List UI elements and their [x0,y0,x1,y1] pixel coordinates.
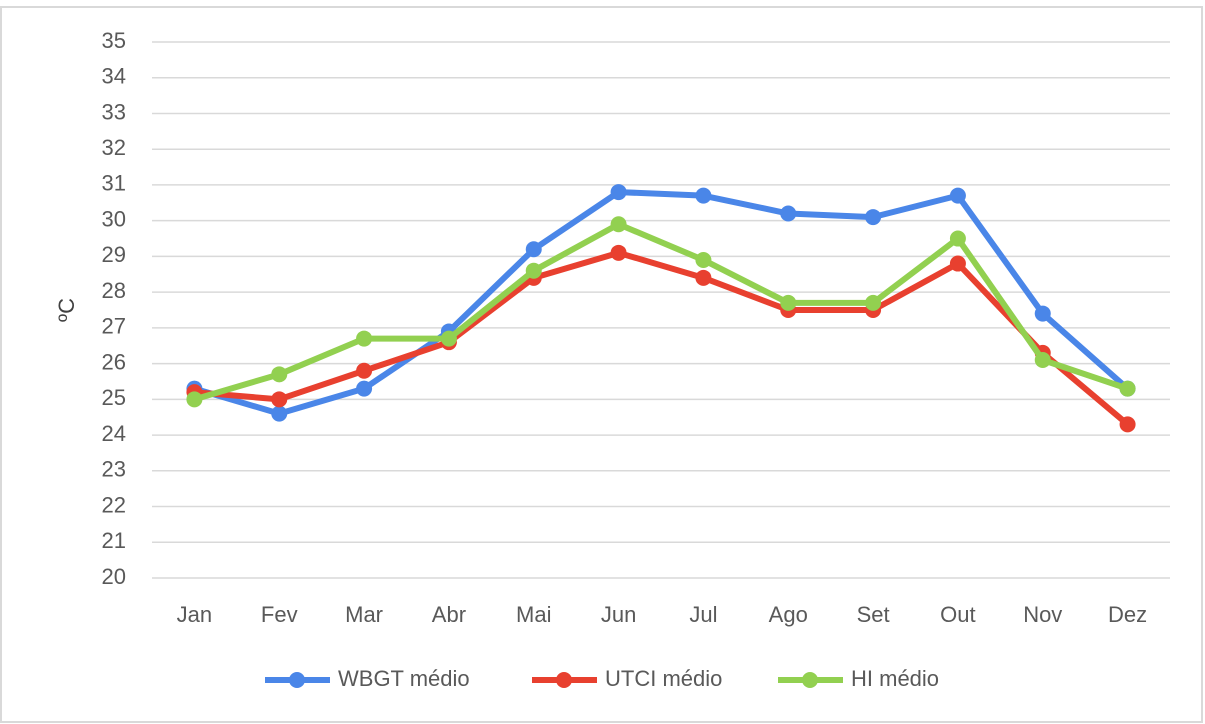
y-tick-label: 26 [102,349,126,374]
legend-label: UTCI médio [605,666,722,691]
legend-marker [289,672,305,688]
legend-label: WBGT médio [338,666,470,691]
y-tick-label: 28 [102,278,126,303]
data-point [271,391,288,408]
data-line [194,249,1130,427]
data-point [356,330,373,347]
data-point [695,269,712,286]
y-tick-label: 21 [102,528,126,553]
x-tick-label: Set [857,602,890,627]
x-tick-label: Mar [345,602,383,627]
legend-marker [556,672,572,688]
data-point [610,184,627,201]
data-point [695,187,712,204]
y-tick-label: 33 [102,99,126,124]
data-line [193,189,1130,417]
data-point [525,262,542,279]
data-point [949,187,966,204]
data-point [610,244,627,261]
y-tick-label: 32 [102,135,126,160]
data-point [1119,416,1136,433]
y-axis-label: ºC [54,298,79,322]
y-tick-label: 30 [102,206,126,231]
y-tick-label: 24 [102,421,126,446]
x-tick-label: Ago [769,602,808,627]
data-point [695,251,712,268]
y-tick-label: 20 [102,564,126,589]
legend-marker [802,672,818,688]
y-tick-label: 25 [102,385,126,410]
x-tick-label: Abr [432,602,466,627]
x-tick-label: Out [940,602,975,627]
data-point [186,391,203,408]
legend-label: HI médio [851,666,939,691]
y-tick-label: 22 [102,492,126,517]
x-tick-label: Jun [601,602,636,627]
data-point [780,205,797,222]
data-point [949,255,966,272]
data-point [865,294,882,311]
data-point [356,362,373,379]
x-tick-label: Dez [1108,602,1147,627]
data-line [193,221,1129,403]
x-tick-label: Jul [689,602,717,627]
y-tick-label: 27 [102,314,126,339]
chart-border [0,6,1203,723]
y-tick-label: 34 [102,64,126,89]
data-point [356,380,373,397]
x-tick-label: Jan [177,602,212,627]
data-point [1119,380,1136,397]
x-tick-label: Fev [261,602,298,627]
y-tick-label: 29 [102,242,126,267]
data-point [865,209,882,226]
y-tick-label: 23 [102,457,126,482]
y-tick-label: 31 [102,171,126,196]
data-point [271,405,288,422]
data-point [780,294,797,311]
data-point [1034,352,1051,369]
data-point [610,216,627,233]
data-point [440,330,457,347]
data-point [1034,305,1051,322]
data-point [525,241,542,258]
data-point [271,366,288,383]
data-point [949,230,966,247]
x-tick-label: Mai [516,602,551,627]
x-tick-label: Nov [1023,602,1062,627]
y-tick-label: 35 [102,28,126,53]
